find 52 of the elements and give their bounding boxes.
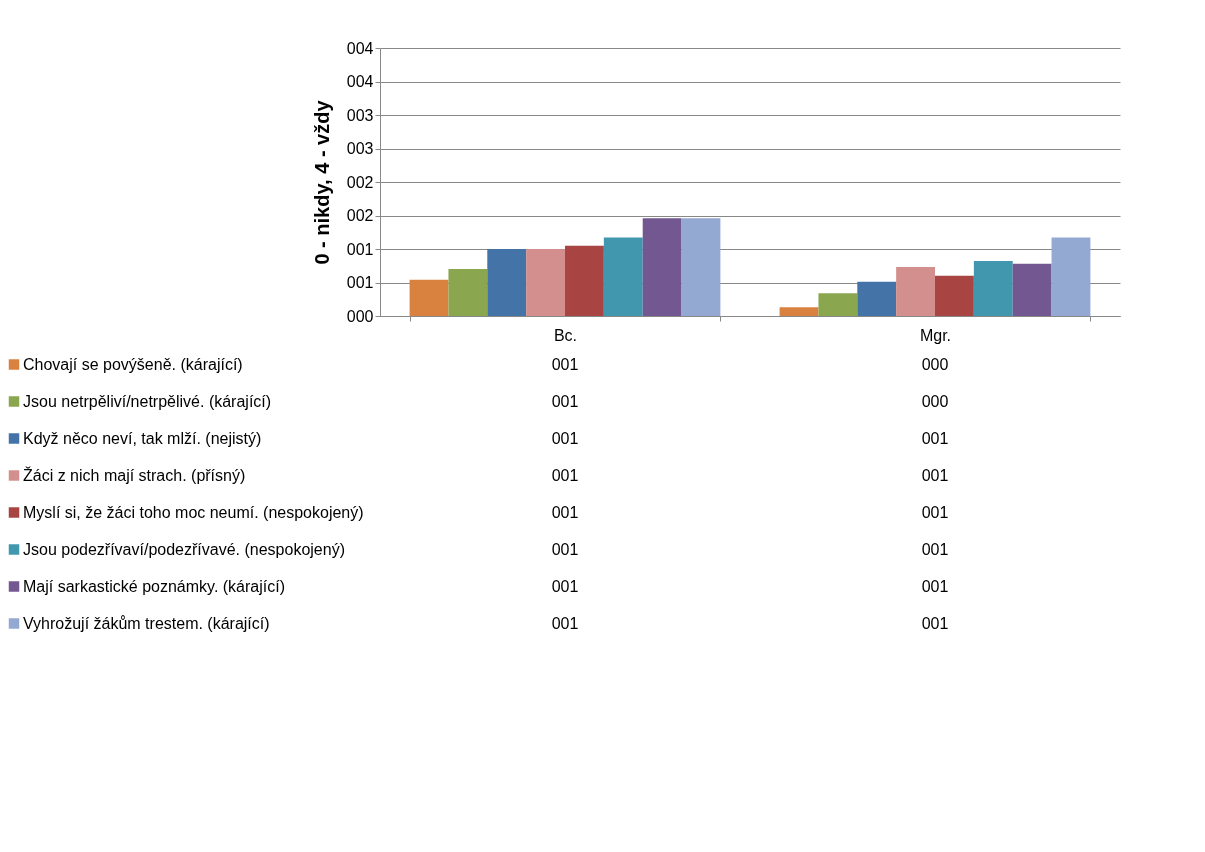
- bar: [935, 275, 974, 316]
- y-tick-label: 004: [346, 73, 374, 90]
- bar: [896, 267, 935, 316]
- x-tick-label: Mgr.: [919, 326, 952, 344]
- y-tick-label: 000: [346, 307, 374, 325]
- legend-label: Chovají se povýšeně. (kárající): [23, 355, 243, 373]
- data-label: 001: [921, 577, 949, 595]
- data-label: 001: [551, 614, 579, 632]
- bar: [642, 218, 682, 316]
- bar: [448, 269, 488, 316]
- data-label: 001: [921, 466, 949, 484]
- x-tick-label: Bc.: [553, 326, 578, 344]
- data-label: 001: [551, 466, 579, 484]
- y-tick-label: 002: [346, 207, 374, 224]
- bar: [973, 261, 1013, 316]
- bar: [565, 245, 604, 316]
- y-tick-label: 004: [346, 39, 374, 57]
- bar: [681, 218, 721, 316]
- y-tick-label: 002: [346, 173, 374, 191]
- data-label: 001: [551, 355, 579, 373]
- bar: [857, 281, 897, 316]
- data-label: 000: [921, 392, 949, 410]
- y-tick-label: 001: [346, 274, 374, 291]
- bar: [409, 279, 449, 316]
- data-label: 001: [921, 429, 949, 447]
- bar: [1012, 263, 1052, 316]
- legend-label: Když něco neví, tak mlží. (nejistý): [23, 429, 262, 447]
- y-tick-label: 003: [346, 140, 374, 157]
- data-label: 001: [921, 614, 949, 632]
- data-label: 001: [551, 429, 579, 447]
- y-tick-label: 001: [346, 240, 374, 258]
- bar: [526, 249, 565, 316]
- data-label: 001: [921, 503, 949, 521]
- bar: [487, 249, 527, 316]
- data-label: 001: [921, 540, 949, 558]
- bar: [603, 237, 643, 316]
- legend-label: Jsou podezřívaví/podezřívavé. (nespokojený): [23, 540, 345, 558]
- data-label: 001: [551, 577, 579, 595]
- bar: [1051, 237, 1091, 316]
- bar: [818, 293, 858, 316]
- data-label: 001: [551, 503, 579, 521]
- legend-label: Žáci z nich mají strach. (přísný): [23, 465, 246, 484]
- bar: [779, 307, 819, 316]
- data-label: 001: [551, 540, 579, 558]
- legend-label: Myslí si, že žáci toho moc neumí. (nespokojený): [23, 503, 364, 521]
- legend-label: Mají sarkastické poznámky. (kárající): [23, 577, 285, 595]
- data-label: 001: [551, 392, 579, 410]
- y-tick-label: 003: [346, 106, 374, 124]
- y-axis-title: 0 - nikdy, 4 - vždy: [310, 99, 333, 265]
- legend-label: Jsou netrpěliví/netrpělivé. (kárající): [23, 392, 272, 410]
- data-label: 000: [921, 355, 949, 373]
- legend-label: Vyhrožují žákům trestem. (kárající): [23, 614, 270, 632]
